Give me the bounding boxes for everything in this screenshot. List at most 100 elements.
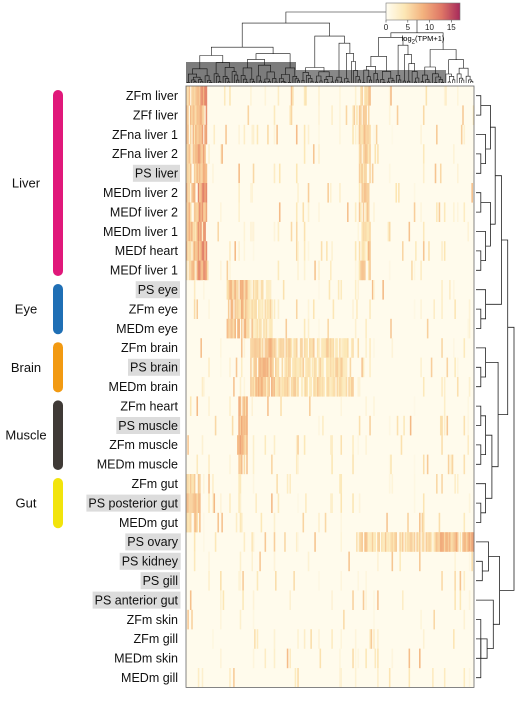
heatmap-cell <box>295 338 298 358</box>
heatmap-cell <box>197 183 200 203</box>
heatmap-cell <box>456 377 459 397</box>
heatmap-cell <box>303 241 306 261</box>
heatmap-cell <box>336 377 339 397</box>
heatmap-cell <box>196 454 199 475</box>
heatmap-cell <box>357 571 360 591</box>
heatmap-cell <box>252 648 255 669</box>
heatmap-cell <box>208 571 210 591</box>
heatmap-cell <box>238 299 240 319</box>
heatmap-cell <box>471 551 473 572</box>
heatmap-cell <box>367 221 370 242</box>
heatmap-cell <box>318 144 320 164</box>
heatmap-cell <box>189 474 192 494</box>
heatmap-cell <box>239 551 242 572</box>
heatmap-cell <box>303 629 306 649</box>
heatmap-cell <box>404 532 407 552</box>
heatmap-cell <box>288 338 290 358</box>
heatmap-cell <box>358 377 361 397</box>
heatmap-cell <box>453 532 455 552</box>
heatmap-cell <box>463 512 466 533</box>
heatmap-cell <box>339 357 341 378</box>
heatmap-cell <box>352 377 354 397</box>
row-label: ZFna liver 2 <box>112 147 178 161</box>
heatmap-cell <box>331 590 333 610</box>
heatmap-cell <box>343 357 345 378</box>
heatmap-cell <box>260 357 263 378</box>
heatmap-cell <box>189 260 192 281</box>
heatmap-cell <box>200 202 202 222</box>
heatmap-cell <box>273 221 276 242</box>
heatmap-cell <box>188 221 191 242</box>
heatmap-cell <box>463 609 466 630</box>
heatmap-cell <box>205 202 208 222</box>
heatmap-cell <box>388 415 391 436</box>
heatmap-cell <box>420 357 422 378</box>
heatmap-cell <box>319 377 322 397</box>
heatmap-cell <box>453 202 455 222</box>
heatmap-cell <box>271 357 273 378</box>
heatmap-cell <box>356 299 358 319</box>
heatmap-cell <box>303 435 306 455</box>
heatmap-cell <box>422 241 425 261</box>
heatmap-cell <box>357 532 360 552</box>
heatmap-cell <box>255 357 257 378</box>
heatmap-cell <box>238 415 240 436</box>
heatmap-cell <box>286 648 289 669</box>
heatmap-cell <box>243 241 246 261</box>
heatmap-cell <box>254 318 256 339</box>
heatmap-cell <box>367 124 370 145</box>
heatmap-cell <box>443 202 446 222</box>
heatmap-cell <box>411 532 413 552</box>
heatmap-cell <box>295 532 298 552</box>
heatmap-cell <box>208 396 210 416</box>
heatmap-cell <box>318 202 320 222</box>
heatmap-cell <box>348 551 350 572</box>
heatmap-cell <box>365 396 367 416</box>
heatmap-cell <box>252 163 255 184</box>
heatmap-cell <box>388 105 391 125</box>
heatmap-cell <box>196 221 199 242</box>
heatmap-cell <box>204 124 206 145</box>
heatmap-cell <box>367 202 370 222</box>
heatmap-cell <box>468 532 471 552</box>
heatmap-cell <box>373 532 375 552</box>
row-dendrogram-branch <box>485 175 502 305</box>
heatmap-cell <box>192 144 195 164</box>
heatmap-cell <box>441 280 443 300</box>
row-label-highlight <box>125 533 181 551</box>
heatmap-cell <box>220 144 222 164</box>
heatmap-cell <box>195 241 197 261</box>
heatmap-cell <box>345 357 348 378</box>
heatmap-cell <box>323 377 326 397</box>
heatmap-cell <box>195 144 197 164</box>
heatmap-cell <box>307 202 310 222</box>
heatmap-cell <box>276 377 278 397</box>
heatmap-cell <box>322 377 324 397</box>
heatmap-cell <box>254 280 256 300</box>
heatmap-cell <box>354 202 357 222</box>
heatmap-cell <box>352 124 354 145</box>
row-label: ZFf liver <box>133 108 178 122</box>
heatmap-cell <box>221 144 223 164</box>
heatmap-cell <box>233 318 235 339</box>
heatmap-cell <box>357 435 360 455</box>
heatmap-cell <box>261 377 264 397</box>
heatmap-cell <box>192 493 195 513</box>
heatmap-cell <box>240 357 243 378</box>
heatmap-cell <box>365 648 367 669</box>
heatmap-cell <box>197 241 200 261</box>
heatmap-cell <box>302 357 305 378</box>
heatmap-cell <box>264 338 267 358</box>
heatmap-cell <box>340 668 343 688</box>
heatmap-cell <box>197 202 200 222</box>
heatmap-cell <box>191 221 193 242</box>
heatmap-cell <box>422 105 425 125</box>
heatmap-cell <box>263 357 265 378</box>
heatmap-cell <box>227 280 230 300</box>
heatmap-cell <box>377 629 379 649</box>
heatmap-cell <box>454 590 456 610</box>
heatmap-cell <box>234 241 236 261</box>
heatmap-cell <box>244 435 247 455</box>
heatmap-cell <box>360 124 362 145</box>
heatmap-cell <box>250 357 252 378</box>
